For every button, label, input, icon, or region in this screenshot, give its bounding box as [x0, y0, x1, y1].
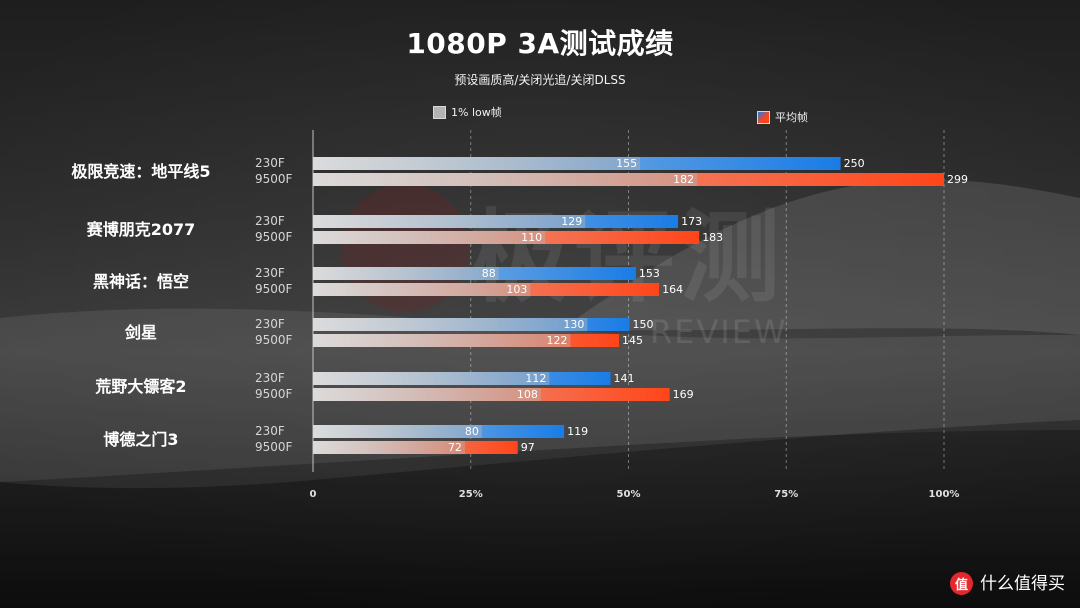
group-label: 9500F [255, 282, 293, 296]
x-tick-label: 0 [310, 489, 317, 500]
data-label-avg: 150 [633, 318, 654, 331]
legend-swatch-avg [757, 111, 770, 124]
bar-1pct-low [313, 157, 641, 170]
chart-subtitle: 预设画质高/关闭光追/关闭DLSS [454, 73, 626, 87]
watermark-subtitle: REVIEW [650, 313, 788, 351]
bar-1pct-low [313, 283, 531, 296]
group-label: 230F [255, 266, 285, 280]
category-group: 极限竞速：地平线5 230F 155 250 9500F 182 299 [71, 156, 968, 186]
group-label: 9500F [255, 172, 293, 186]
data-label-1pct-low: 130 [563, 318, 584, 331]
bar-1pct-low [313, 231, 546, 244]
category-label: 黑神话：悟空 [93, 272, 189, 291]
category-group: 荒野大镖客2 230F 112 141 9500F 108 169 [94, 371, 694, 401]
data-label-avg: 119 [567, 425, 588, 438]
data-label-avg: 164 [662, 283, 683, 296]
bar-1pct-low [313, 318, 588, 331]
legend-label-avg: 平均帧 [775, 111, 808, 124]
data-label-avg: 250 [844, 157, 865, 170]
data-label-1pct-low: 72 [448, 441, 462, 454]
bar-1pct-low [313, 215, 586, 228]
brand-logo: 值 什么值得买 [950, 572, 1065, 595]
legend-item-low: 1% low帧 [433, 105, 502, 120]
bar-1pct-low [313, 441, 465, 454]
data-label-avg: 173 [681, 215, 702, 228]
x-tick-label: 50% [617, 489, 641, 500]
data-label-1pct-low: 103 [506, 283, 527, 296]
group-label: 9500F [255, 230, 293, 244]
category-group: 剑星 230F 130 150 9500F 122 145 [124, 317, 654, 347]
data-label-avg: 153 [639, 267, 660, 280]
bar-1pct-low [313, 334, 571, 347]
category-label: 赛博朋克2077 [86, 220, 196, 239]
data-label-avg: 145 [622, 334, 643, 347]
bar-1pct-low [313, 425, 482, 438]
category-group: 博德之门3 230F 80 119 9500F 72 97 [103, 424, 588, 454]
data-label-avg: 141 [614, 372, 635, 385]
data-label-1pct-low: 88 [482, 267, 496, 280]
bar-1pct-low [313, 173, 698, 186]
category-label: 博德之门3 [103, 430, 178, 449]
group-label: 230F [255, 371, 285, 385]
group-label: 9500F [255, 440, 293, 454]
group-label: 230F [255, 156, 285, 170]
background-wave-bottom [0, 430, 1080, 608]
brand-logo-icon: 值 [950, 572, 973, 595]
data-label-avg: 169 [673, 388, 694, 401]
background-wave-right [560, 179, 1080, 335]
bar-1pct-low [313, 267, 499, 280]
data-label-1pct-low: 112 [525, 372, 546, 385]
group-label: 230F [255, 424, 285, 438]
data-label-1pct-low: 122 [546, 334, 567, 347]
data-label-avg: 97 [521, 441, 535, 454]
data-label-1pct-low: 110 [521, 231, 542, 244]
category-group: 赛博朋克2077 230F 129 173 9500F 110 183 [86, 214, 723, 244]
legend-item-avg: 平均帧 [757, 110, 808, 125]
data-label-1pct-low: 155 [616, 157, 637, 170]
legend-swatch-low [433, 106, 446, 119]
group-label: 9500F [255, 333, 293, 347]
category-label: 荒野大镖客2 [94, 377, 186, 396]
bar-1pct-low [313, 372, 550, 385]
data-label-1pct-low: 129 [561, 215, 582, 228]
brand-logo-text: 什么值得买 [980, 573, 1065, 594]
x-tick-label: 75% [774, 489, 798, 500]
chart-title: 1080P 3A测试成绩 [406, 27, 674, 60]
category-label: 极限竞速：地平线5 [71, 162, 210, 181]
group-label: 230F [255, 214, 285, 228]
group-label: 9500F [255, 387, 293, 401]
group-label: 230F [255, 317, 285, 331]
data-label-avg: 299 [947, 173, 968, 186]
bar-1pct-low [313, 388, 541, 401]
data-label-1pct-low: 80 [465, 425, 479, 438]
legend-label-low: 1% low帧 [451, 106, 502, 119]
category-label: 剑星 [124, 323, 157, 342]
x-tick-label: 25% [459, 489, 483, 500]
x-tick-label: 100% [929, 489, 960, 500]
data-label-1pct-low: 108 [517, 388, 538, 401]
x-axis: 0 25% 50% 75% 100% [310, 130, 960, 500]
data-label-1pct-low: 182 [673, 173, 694, 186]
data-label-avg: 183 [702, 231, 723, 244]
category-group: 黑神话：悟空 230F 88 153 9500F 103 164 [93, 266, 683, 296]
